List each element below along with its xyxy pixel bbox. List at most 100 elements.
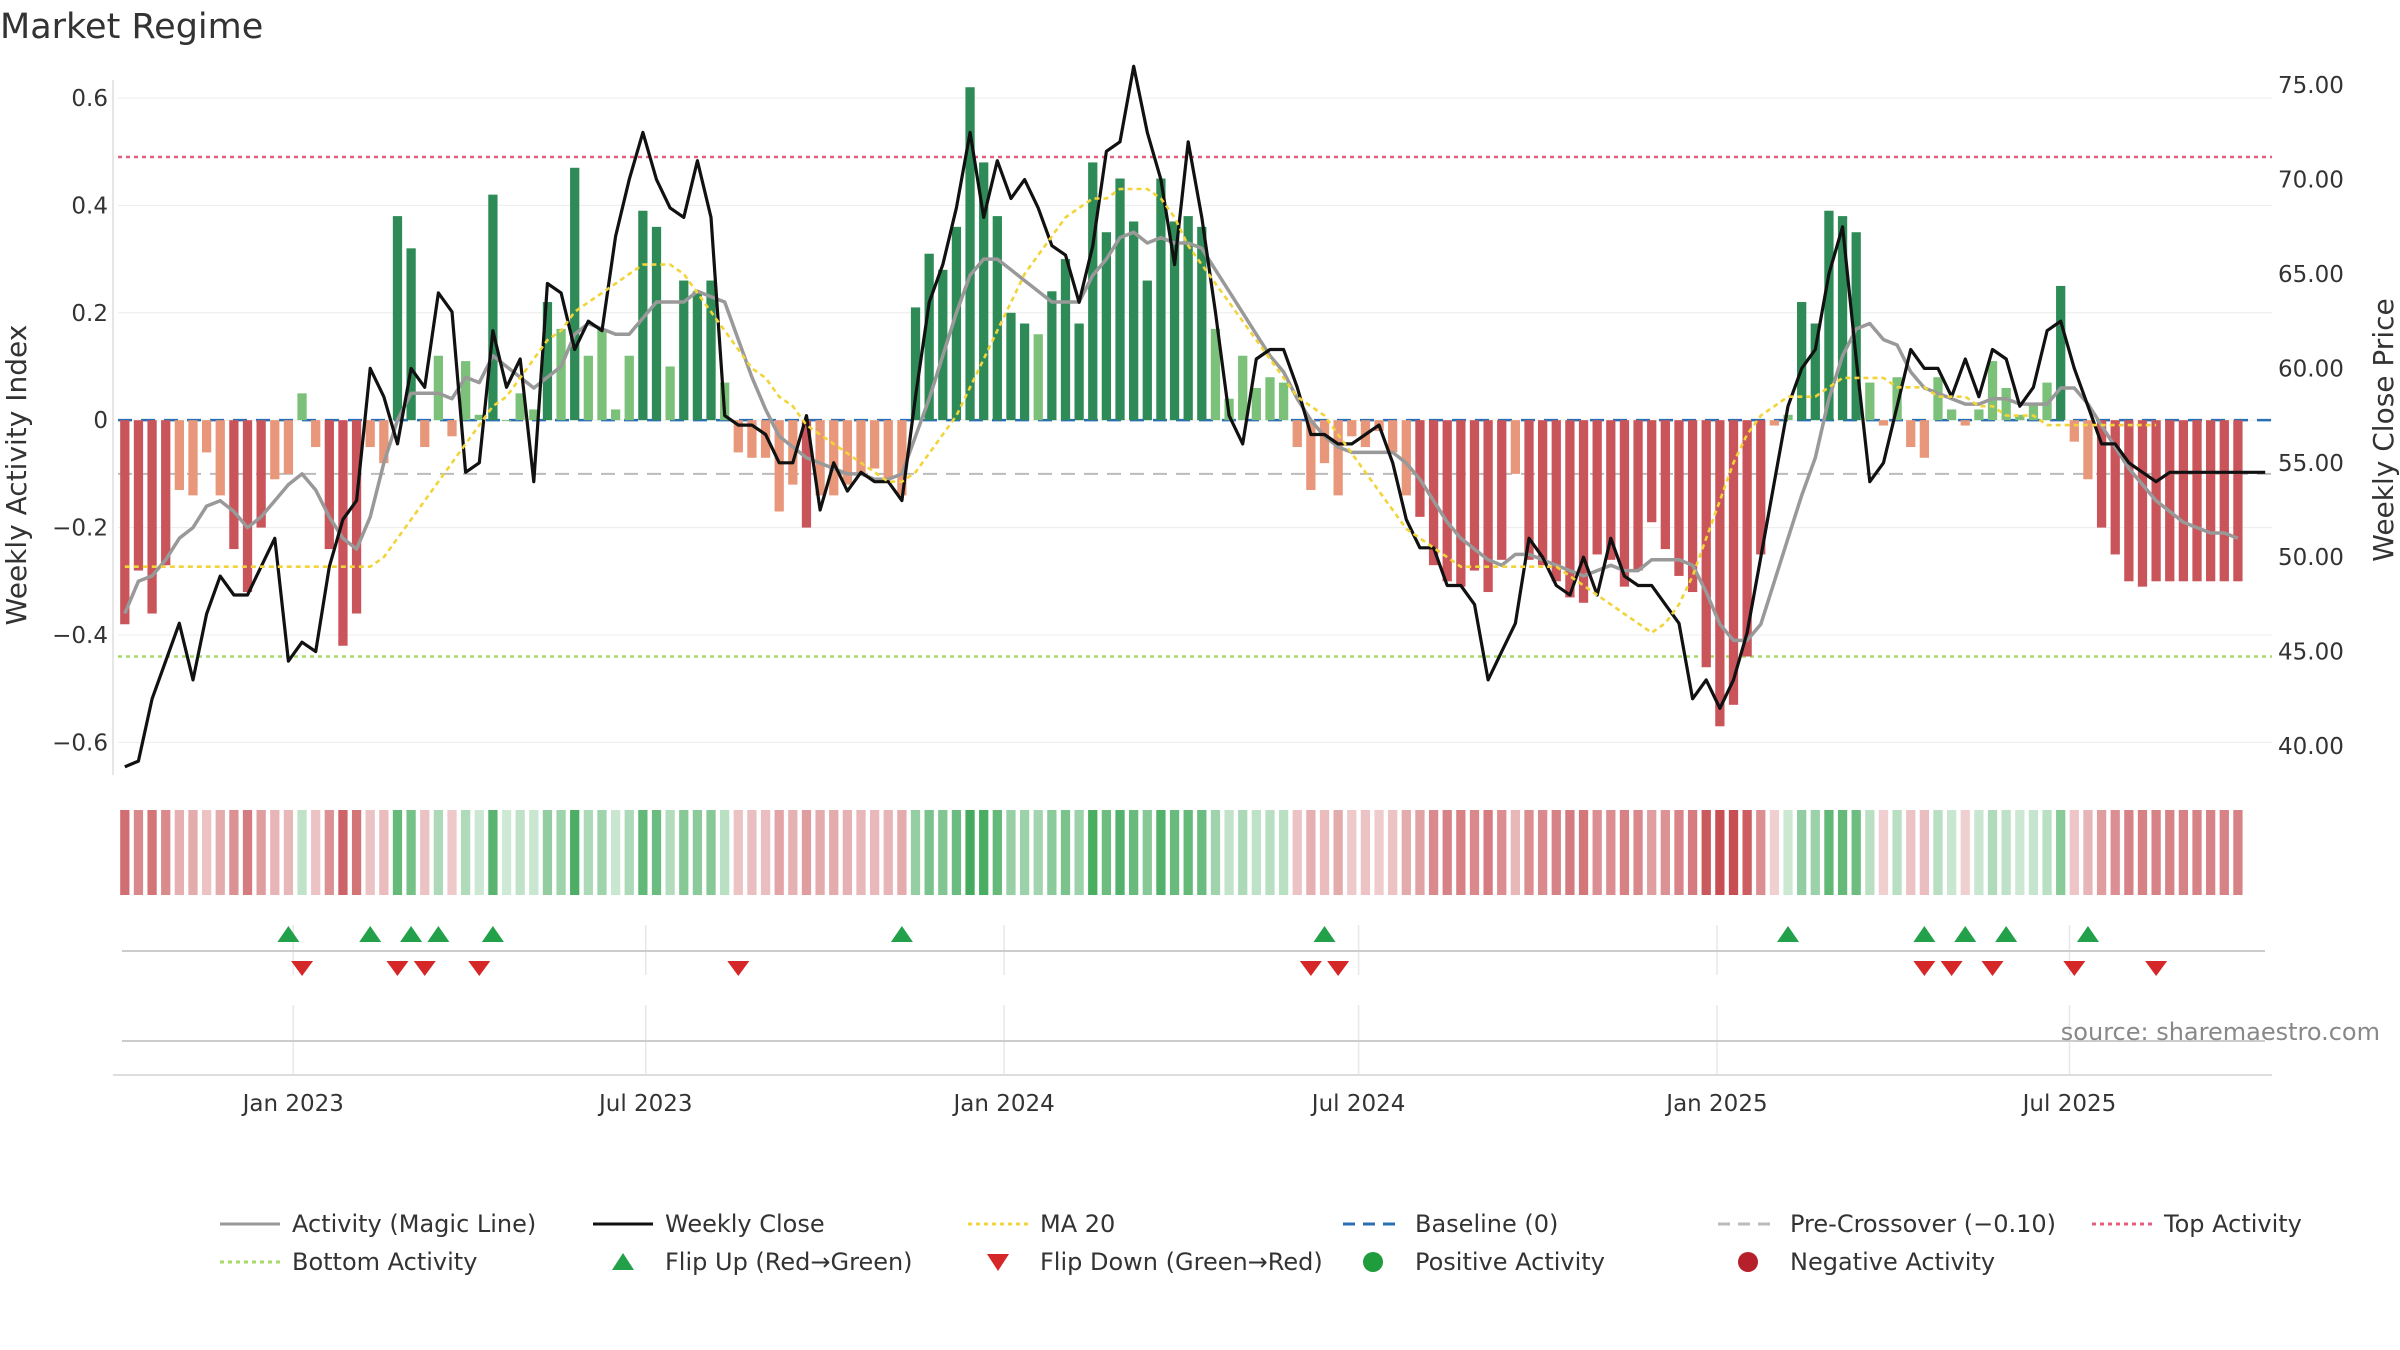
activity-bar	[856, 420, 866, 474]
y-tick-left: −0.4	[52, 623, 108, 649]
flip-down-marker	[727, 961, 750, 976]
activity-bar	[938, 269, 948, 421]
regime-strip-cell	[2083, 810, 2093, 895]
activity-bar	[1292, 420, 1302, 448]
activity-bar	[1129, 221, 1139, 421]
y-tick-right: 45.00	[2278, 640, 2344, 666]
activity-bar	[965, 87, 975, 421]
regime-strip-cell	[420, 810, 430, 895]
regime-strip-cell	[1701, 810, 1711, 895]
regime-strip-cell	[883, 810, 893, 895]
activity-bar	[1442, 420, 1452, 582]
flip-down-marker	[1327, 961, 1350, 976]
regime-strip-cell	[1483, 810, 1493, 895]
regime-strip-cell	[788, 810, 798, 895]
regime-strip-cell	[1347, 810, 1357, 895]
y-tick-left: 0.6	[71, 86, 108, 112]
activity-bar	[570, 167, 580, 421]
regime-strip-cell	[1728, 810, 1739, 895]
y-tick-right: 70.00	[2278, 168, 2344, 194]
regime-strip-cell	[1415, 810, 1425, 895]
regime-strip-cell	[379, 810, 389, 895]
activity-bar	[1265, 377, 1275, 421]
y-tick-left: 0	[93, 408, 108, 434]
activity-bar	[747, 420, 757, 458]
activity-bar	[1278, 382, 1289, 421]
regime-strip-cell	[747, 810, 757, 895]
flip-up-marker	[400, 926, 423, 942]
regime-strip-cell	[965, 810, 975, 895]
flip-down-marker	[1981, 961, 2004, 976]
flip-up-marker	[481, 926, 504, 942]
regime-strip-cell	[610, 810, 621, 895]
x-tick: Jul 2023	[597, 1091, 693, 1117]
flip-down-marker	[1913, 961, 1936, 976]
regime-strip-cell	[869, 810, 880, 895]
regime-strip-cell	[283, 810, 294, 895]
regime-strip-cell	[651, 810, 662, 895]
activity-bar	[2110, 420, 2120, 555]
regime-strip-cell	[1115, 810, 1125, 895]
legend-label: Top Activity	[2163, 1210, 2302, 1238]
flip-up-marker	[890, 926, 913, 942]
activity-bar	[338, 420, 348, 646]
activity-bar	[283, 420, 294, 474]
activity-bar	[2001, 387, 2011, 421]
activity-bar	[1047, 291, 1057, 421]
legend-label: Flip Down (Green→Red)	[1040, 1248, 1323, 1276]
regime-strip-cell	[1388, 810, 1398, 895]
activity-bar	[2096, 420, 2107, 528]
activity-bar	[665, 366, 675, 421]
regime-strip-cell	[2192, 810, 2202, 895]
activity-bar	[229, 420, 239, 550]
y-tick-right: 40.00	[2278, 734, 2344, 760]
regime-strip-cell	[501, 810, 512, 895]
activity-bar	[324, 420, 334, 550]
activity-bar	[1674, 420, 1684, 576]
regime-strip-cell	[120, 810, 130, 895]
regime-strip-cell	[1987, 810, 1998, 895]
regime-strip-cell	[992, 810, 1002, 895]
regime-strip-cell	[1687, 810, 1698, 895]
regime-strip-cell	[1183, 810, 1193, 895]
regime-strip-cell	[1251, 810, 1261, 895]
activity-bar	[174, 420, 184, 490]
regime-strip-cell	[1224, 810, 1234, 895]
regime-strip-cell	[1742, 810, 1752, 895]
activity-bar	[897, 420, 907, 496]
chart-title: Market Regime	[0, 7, 263, 47]
legend-label: Positive Activity	[1415, 1248, 1605, 1276]
regime-strip-cell	[461, 810, 471, 895]
regime-strip-cell	[1824, 810, 1834, 895]
activity-bar	[1115, 178, 1125, 421]
regime-strip-cell	[679, 810, 689, 895]
regime-strip-cell	[1660, 810, 1670, 895]
activity-bar	[2178, 420, 2189, 582]
activity-bar	[2206, 420, 2216, 582]
activity-bar	[1019, 323, 1030, 421]
series-line	[124, 64, 2266, 769]
activity-bar	[1319, 420, 1330, 464]
activity-bars	[120, 87, 2243, 727]
activity-bar	[556, 328, 566, 421]
activity-bar	[760, 420, 771, 458]
activity-bar	[474, 414, 484, 421]
y-axis-left-label: Weekly Activity Index	[0, 325, 33, 626]
regime-strip-cell	[406, 810, 416, 895]
regime-strip-cell	[1606, 810, 1616, 895]
regime-strip-cell	[188, 810, 198, 895]
regime-strip-cell	[201, 810, 212, 895]
regime-strip-cell	[2137, 810, 2148, 895]
activity-bar	[2137, 420, 2148, 587]
activity-bar	[733, 420, 743, 453]
activity-bar	[1647, 420, 1657, 523]
regime-strip-cell	[1974, 810, 1984, 895]
regime-strip-cell	[1047, 810, 1057, 895]
activity-bar	[679, 280, 689, 421]
regime-strip-cell	[1810, 810, 1820, 895]
activity-bar	[447, 420, 457, 437]
regime-strip-cell	[951, 810, 962, 895]
activity-bar	[1742, 420, 1752, 657]
series-lines	[123, 64, 2266, 769]
activity-bar	[2192, 420, 2202, 582]
